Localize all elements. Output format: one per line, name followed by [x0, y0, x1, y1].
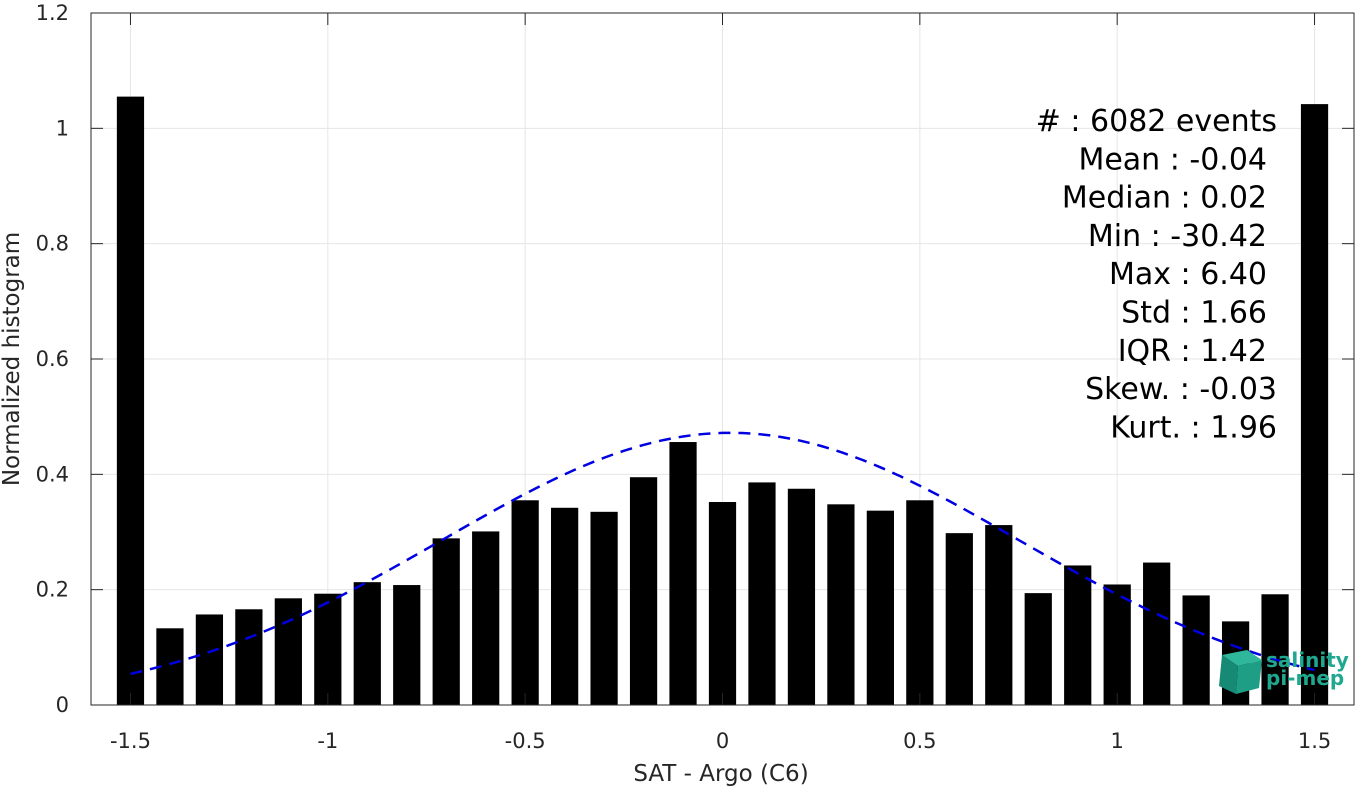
- stat-line: Mean : -0.04: [1078, 142, 1267, 177]
- histogram-bar: [116, 96, 145, 705]
- y-tick-label: 0.8: [36, 232, 69, 256]
- y-tick-label: 0.6: [36, 347, 69, 371]
- x-tick-label: -1: [317, 729, 338, 753]
- y-tick-label: 0.2: [36, 578, 69, 602]
- histogram-bar: [511, 500, 539, 705]
- histogram-bar: [866, 510, 894, 705]
- y-tick-labels: 0 0.2 0.4 0.6 0.8 1 1.2: [36, 1, 69, 717]
- y-tick-label: 0.4: [36, 462, 69, 486]
- histogram-bar: [629, 477, 658, 705]
- logo-line-1: salinity: [1266, 648, 1349, 672]
- histogram-bar: [551, 507, 579, 705]
- histogram-bar: [393, 585, 421, 705]
- histogram-bar: [235, 609, 263, 705]
- stat-line: Kurt. : 1.96: [1110, 410, 1277, 445]
- histogram-bar: [1261, 594, 1289, 705]
- x-tick-label: 1.5: [1298, 729, 1331, 753]
- y-tick-label: 1: [56, 116, 69, 140]
- histogram-bar: [1064, 565, 1092, 705]
- histogram-bar: [748, 482, 776, 705]
- stat-line: IQR : 1.42: [1118, 334, 1267, 369]
- histogram-bar: [1103, 584, 1131, 705]
- histogram-bar: [708, 502, 737, 705]
- stat-line: # : 6082 events: [1036, 104, 1277, 139]
- logo-line-2: pi-mep: [1266, 666, 1344, 690]
- histogram-bar: [353, 582, 381, 705]
- x-tick-label: -0.5: [505, 729, 546, 753]
- histogram-bar: [195, 614, 224, 705]
- histogram-bar: [274, 598, 302, 705]
- y-tick-label: 0: [56, 693, 69, 717]
- histogram-bar: [314, 593, 342, 705]
- x-tick-label: 1: [1111, 729, 1124, 753]
- y-axis-label: Normalized histogram: [0, 232, 25, 486]
- stat-line: Skew. : -0.03: [1085, 372, 1277, 407]
- bars: [116, 96, 1329, 705]
- logo-cube-icon: [1219, 650, 1262, 694]
- histogram-bar: [985, 525, 1013, 705]
- histogram-bar: [906, 500, 934, 705]
- histogram-bar: [1182, 595, 1210, 705]
- axis-ticks: [91, 12, 1354, 706]
- stat-line: Median : 0.02: [1062, 181, 1267, 216]
- x-tick-label: -1.5: [110, 729, 151, 753]
- histogram-bar: [1143, 562, 1171, 705]
- histogram-bar: [945, 533, 973, 705]
- histogram-bar: [669, 442, 697, 705]
- salinity-pi-mep-logo: salinity pi-mep: [1219, 648, 1349, 694]
- histogram-bar: [590, 511, 618, 705]
- histogram-bar: [472, 531, 500, 705]
- histogram-bar: [1024, 593, 1052, 705]
- gaussian-fit-curve: [130, 431, 1315, 676]
- y-tick-label: 1.2: [36, 1, 69, 25]
- histogram-bar: [827, 504, 855, 705]
- histogram-bar: [1300, 104, 1329, 705]
- x-tick-labels: -1.5 -1 -0.5 0 0.5 1 1.5: [110, 729, 1331, 753]
- histogram-bar: [787, 488, 816, 705]
- x-axis-label: SAT - Argo (C6): [633, 761, 808, 787]
- stat-line: Max : 6.40: [1109, 257, 1267, 292]
- stat-line: Min : -30.42: [1088, 219, 1267, 254]
- x-tick-label: 0.5: [903, 729, 936, 753]
- stat-line: Std : 1.66: [1121, 296, 1267, 331]
- histogram-bar: [432, 538, 460, 705]
- x-tick-label: 0: [716, 729, 729, 753]
